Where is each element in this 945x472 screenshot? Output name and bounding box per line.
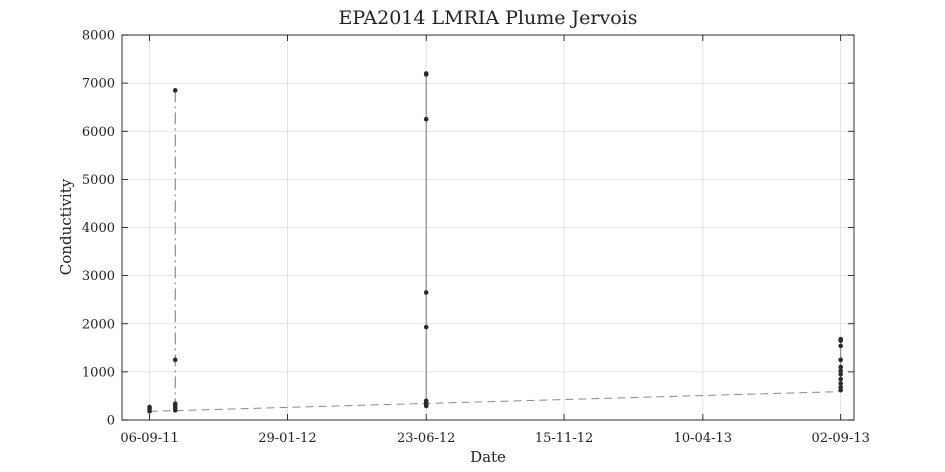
tick-marks: [122, 34, 854, 421]
data-point: [172, 401, 178, 406]
series-layer: [147, 71, 843, 414]
data-point: [423, 398, 429, 404]
y-tick-label: 7000: [82, 77, 115, 92]
x-tick-label: 02-09-13: [811, 431, 869, 446]
x-tick-label: 10-04-13: [674, 431, 732, 446]
data-point: [838, 357, 843, 363]
x-axis-title: Date: [470, 448, 506, 466]
data-point: [172, 357, 178, 363]
y-tick-label: 5000: [82, 173, 115, 188]
x-tick-label: 23-06-12: [397, 431, 455, 446]
data-point: [423, 116, 429, 122]
data-point: [838, 381, 843, 386]
data-point: [838, 343, 843, 349]
y-tick-label: 4000: [82, 221, 115, 236]
x-tick-label: 29-01-12: [258, 431, 316, 446]
data-point: [423, 324, 429, 330]
y-tick-label: 3000: [82, 269, 115, 284]
y-tick-label: 1000: [82, 365, 115, 380]
data-point: [838, 376, 843, 382]
data-point: [838, 364, 843, 370]
y-tick-label: 0: [107, 414, 115, 429]
y-tick-labels: 0 1000 2000 3000 4000 5000 6000 7000 8000: [82, 29, 115, 429]
trend-line: [149, 391, 841, 412]
trend-line-layer: [149, 391, 841, 412]
x-tick-label: 15-11-12: [535, 431, 593, 446]
data-point: [423, 290, 429, 295]
x-tick-labels: 06-09-11 29-01-12 23-06-12 15-11-12 10-04-13…: [120, 431, 870, 446]
x-tick-label: 06-09-11: [120, 431, 178, 446]
y-axis-title: Conductivity: [57, 178, 75, 275]
y-tick-label: 8000: [82, 29, 115, 44]
data-point: [838, 384, 843, 390]
y-tick-label: 2000: [82, 317, 115, 332]
data-point: [172, 88, 178, 93]
chart-title: EPA2014 LMRIA Plume Jervois: [338, 7, 637, 29]
y-tick-label: 6000: [82, 125, 115, 140]
data-point: [838, 371, 843, 377]
data-point: [838, 336, 843, 342]
data-point: [838, 368, 843, 374]
data-point: [147, 404, 152, 410]
gridlines: [122, 34, 854, 421]
data-point: [423, 71, 429, 76]
